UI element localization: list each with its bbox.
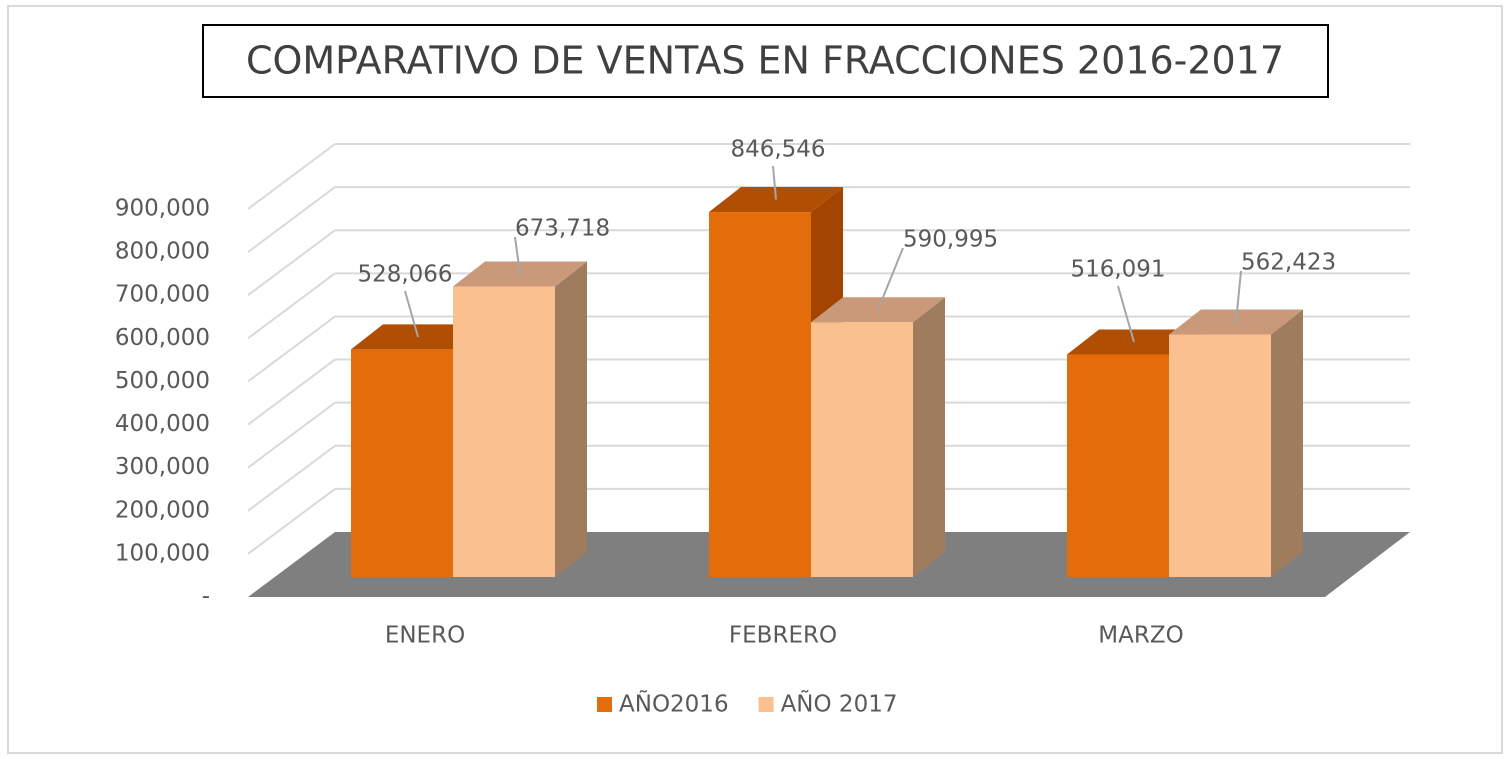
data-label: 590,995 (903, 227, 998, 253)
bar (351, 349, 453, 577)
y-tick-label: 400,000 (115, 411, 210, 437)
legend-label: AÑO 2017 (781, 690, 898, 718)
bar (1067, 354, 1169, 577)
y-tick-label: 500,000 (115, 368, 210, 394)
y-tick-label: 200,000 (115, 497, 210, 523)
y-tick-label: 900,000 (115, 196, 210, 222)
bar-side (555, 261, 587, 577)
bar-side (913, 297, 945, 577)
leader-line (1235, 270, 1242, 323)
bar-side (1271, 309, 1303, 577)
data-label: 562,423 (1241, 250, 1336, 276)
legend-swatch (758, 697, 774, 712)
grid-line-side (247, 444, 336, 512)
y-tick-label: 300,000 (115, 454, 210, 480)
leader-line (514, 236, 521, 275)
leader-line (877, 247, 904, 311)
y-tick-label: - (202, 584, 210, 610)
x-tick-label: ENERO (385, 623, 465, 649)
grid-line-side (247, 488, 336, 555)
grid-line-side (247, 401, 336, 469)
leader-line (404, 290, 419, 338)
legend-swatch (597, 697, 612, 712)
data-label: 846,546 (730, 137, 825, 163)
data-label: 673,718 (515, 216, 610, 242)
y-tick-label: 600,000 (115, 325, 210, 351)
leader-line (1117, 285, 1135, 343)
chart-title: COMPARATIVO DE VENTAS EN FRACCIONES 2016… (246, 39, 1284, 83)
bar (453, 286, 555, 577)
legend-label: AÑO2016 (619, 690, 729, 718)
grid-line-side (247, 143, 336, 210)
grid-line-side (247, 358, 336, 426)
grid-line-side (247, 186, 336, 253)
grid-line-side (247, 229, 336, 297)
bar (811, 322, 913, 577)
x-tick-label: FEBRERO (729, 623, 837, 649)
bar (709, 212, 811, 577)
title-box (202, 24, 1329, 98)
y-tick-label: 700,000 (115, 282, 210, 308)
grid-line-side (247, 315, 336, 383)
x-tick-label: MARZO (1098, 623, 1183, 649)
y-tick-label: 800,000 (115, 239, 210, 265)
y-tick-label: 100,000 (115, 540, 210, 566)
data-label: 528,066 (357, 262, 452, 288)
grid-line-side (247, 272, 336, 340)
bar (1169, 334, 1271, 577)
leader-line (772, 165, 777, 200)
data-label: 516,091 (1070, 257, 1165, 283)
